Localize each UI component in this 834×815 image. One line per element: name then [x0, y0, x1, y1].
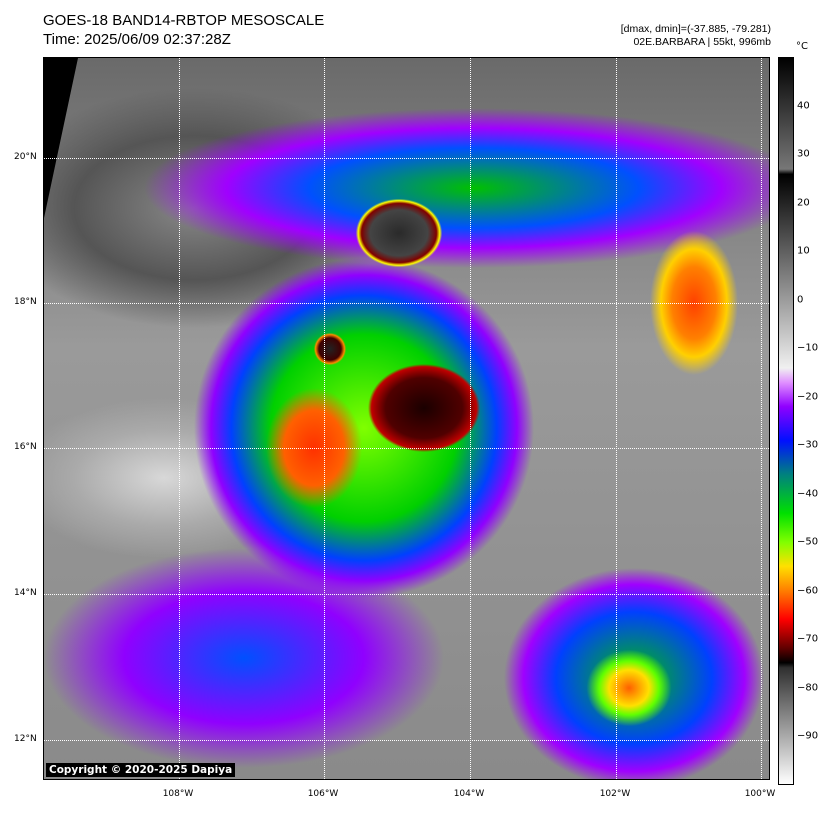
- colorbar-tick-label: −30: [797, 439, 819, 451]
- colorbar-tick-label: −10: [797, 342, 819, 354]
- lat-label: 18°N: [14, 297, 37, 307]
- no-data-corner: [44, 58, 78, 218]
- lon-label: 100°W: [744, 789, 776, 799]
- gridline: [179, 58, 180, 779]
- colorbar-tick-label: −20: [797, 391, 819, 403]
- lat-label: 16°N: [14, 442, 37, 452]
- colorbar-tick-label: −70: [797, 633, 819, 645]
- gridline: [616, 58, 617, 779]
- colorbar-tick-label: 20: [797, 197, 810, 209]
- lat-label: 14°N: [14, 588, 37, 598]
- gridline: [761, 58, 762, 779]
- satellite-map: Copyright © 2020-2025 Dapiya: [43, 57, 770, 780]
- gridline: [44, 448, 769, 449]
- colorbar-tick-label: −60: [797, 585, 819, 597]
- gridline: [44, 158, 769, 159]
- colorbar-tick-label: 10: [797, 245, 810, 257]
- colorbar-tick-label: 30: [797, 148, 810, 160]
- gridline: [470, 58, 471, 779]
- colorbar: [778, 57, 794, 785]
- image-time: Time: 2025/06/09 02:37:28Z: [43, 31, 231, 48]
- data-range: [dmax, dmin]=(-37.885, -79.281): [620, 23, 771, 35]
- gridline: [44, 303, 769, 304]
- storm-info: 02E.BARBARA | 55kt, 996mb: [633, 36, 771, 48]
- lon-label: 106°W: [307, 789, 339, 799]
- lon-label: 108°W: [162, 789, 194, 799]
- colorbar-tick-label: 40: [797, 100, 810, 112]
- colorbar-tick-label: −90: [797, 730, 819, 742]
- lon-label: 104°W: [453, 789, 485, 799]
- colorbar-tick-label: 0: [797, 294, 804, 306]
- colorbar-unit: °C: [796, 41, 808, 52]
- colorbar-tick-label: −40: [797, 488, 819, 500]
- gridline: [44, 740, 769, 741]
- gridline: [44, 594, 769, 595]
- image-title: GOES-18 BAND14-RBTOP MESOSCALE: [43, 12, 325, 29]
- colorbar-tick-label: −80: [797, 682, 819, 694]
- lat-label: 20°N: [14, 152, 37, 162]
- colorbar-tick-label: −50: [797, 536, 819, 548]
- copyright: Copyright © 2020-2025 Dapiya: [46, 763, 236, 777]
- lat-label: 12°N: [14, 734, 37, 744]
- lon-label: 102°W: [599, 789, 631, 799]
- gridline: [324, 58, 325, 779]
